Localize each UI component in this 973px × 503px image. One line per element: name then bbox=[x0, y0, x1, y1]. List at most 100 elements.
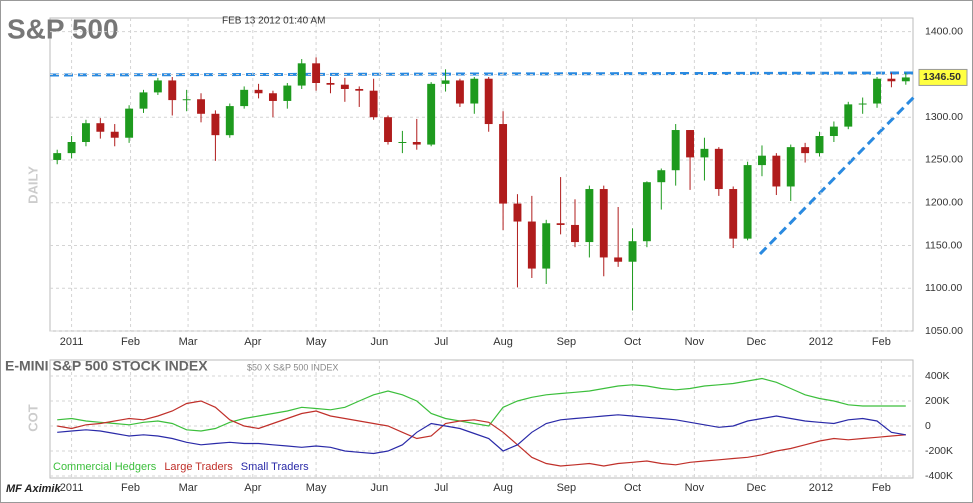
candle-body bbox=[427, 83, 436, 145]
candle-body bbox=[887, 78, 896, 82]
candle-body bbox=[312, 63, 321, 83]
y-tick-label: 1150.00 bbox=[925, 239, 962, 251]
candle-body bbox=[268, 93, 277, 101]
support-line bbox=[758, 95, 916, 256]
chart-subtitle: FEB 13 2012 01:40 AM bbox=[222, 16, 325, 27]
candle-body bbox=[815, 136, 824, 154]
y-axis-label: DAILY bbox=[25, 166, 40, 204]
x-tick-label: Sep bbox=[557, 336, 577, 348]
candle-body bbox=[844, 104, 853, 127]
candle-body bbox=[326, 82, 335, 85]
candle-body bbox=[225, 106, 234, 136]
y-tick-label: 1250.00 bbox=[925, 154, 963, 166]
series-line bbox=[57, 377, 906, 432]
legend-entry: Commercial Hedgers bbox=[53, 461, 157, 473]
legend-entry: Small Traders bbox=[241, 461, 309, 473]
candle-body bbox=[412, 142, 421, 145]
x-tick-label: Aug bbox=[493, 482, 513, 494]
x-tick-label: Oct bbox=[624, 482, 641, 494]
x-tick-label: Jun bbox=[371, 336, 389, 348]
watermark: MF Aximik bbox=[6, 483, 61, 495]
x-tick-label: Aug bbox=[493, 336, 513, 348]
x-tick-label: 2012 bbox=[809, 482, 833, 494]
candle-body bbox=[873, 78, 881, 104]
candle-body bbox=[153, 80, 162, 93]
candle-body bbox=[398, 142, 407, 144]
candle-body bbox=[585, 189, 594, 243]
candle-body bbox=[455, 80, 464, 104]
x-tick-label: Mar bbox=[179, 336, 198, 348]
candle-body bbox=[53, 153, 62, 160]
y-tick-label: 1200.00 bbox=[925, 197, 963, 209]
y-tick-label: -200K bbox=[925, 445, 953, 457]
candle-body bbox=[700, 148, 709, 158]
candle-body bbox=[499, 124, 508, 204]
candle-body bbox=[355, 88, 364, 91]
candle-body bbox=[801, 147, 810, 154]
candle-body bbox=[441, 80, 450, 84]
candle-body bbox=[125, 108, 134, 138]
y-tick-label: 0 bbox=[925, 420, 931, 432]
candle-body bbox=[168, 80, 177, 101]
candle-body bbox=[297, 63, 306, 86]
y-tick-label: 400K bbox=[925, 370, 950, 382]
panel-title: E-MINI S&P 500 STOCK INDEX bbox=[5, 358, 208, 374]
candle-body bbox=[139, 92, 148, 109]
x-tick-label: Apr bbox=[244, 482, 261, 494]
candle-body bbox=[254, 89, 263, 94]
x-tick-label: Dec bbox=[746, 482, 766, 494]
candle-body bbox=[369, 90, 378, 118]
series-line bbox=[57, 400, 906, 467]
legend-entry: Large Traders bbox=[164, 461, 233, 473]
last-price-badge bbox=[918, 68, 968, 86]
x-tick-label: 2012 bbox=[809, 336, 833, 348]
candle-body bbox=[599, 189, 608, 258]
x-tick-label: Feb bbox=[121, 336, 140, 348]
x-tick-label: May bbox=[306, 336, 327, 348]
candle-body bbox=[714, 148, 723, 190]
candle-body bbox=[211, 113, 220, 136]
x-tick-label: Nov bbox=[685, 336, 705, 348]
candle-body bbox=[786, 147, 795, 187]
price-panel-frame bbox=[49, 17, 914, 332]
candle-body bbox=[527, 221, 536, 269]
candle-body bbox=[542, 223, 551, 269]
candle-body bbox=[240, 89, 249, 107]
candle-body bbox=[556, 223, 565, 225]
x-tick-label: Mar bbox=[179, 482, 198, 494]
x-tick-label: Sep bbox=[557, 482, 577, 494]
chart-title: S&P 500 bbox=[7, 13, 119, 44]
candle-body bbox=[758, 155, 766, 166]
x-tick-label: Feb bbox=[872, 482, 891, 494]
candle-body bbox=[82, 123, 90, 143]
candle-body bbox=[657, 170, 666, 183]
panel-subtitle: $50 X S&P 500 INDEX bbox=[247, 362, 338, 372]
cot-panel-frame bbox=[49, 359, 914, 479]
x-tick-label: Jul bbox=[434, 336, 448, 348]
y-tick-label: 1050.00 bbox=[925, 325, 963, 337]
x-tick-label: 2011 bbox=[60, 336, 84, 348]
x-tick-label: 2011 bbox=[60, 482, 84, 494]
candle-body bbox=[96, 123, 105, 132]
y-tick-label: 1100.00 bbox=[925, 282, 962, 294]
x-tick-label: Jun bbox=[371, 482, 389, 494]
candle-body bbox=[628, 241, 637, 262]
x-tick-label: Apr bbox=[244, 336, 261, 348]
x-tick-label: Oct bbox=[624, 336, 641, 348]
candle-body bbox=[858, 103, 867, 105]
candle-body bbox=[513, 203, 522, 222]
candle-body bbox=[470, 78, 479, 104]
candle-body bbox=[283, 85, 292, 101]
candle-body bbox=[671, 130, 680, 171]
x-tick-label: Jul bbox=[434, 482, 448, 494]
y-tick-label: 1400.00 bbox=[925, 25, 963, 37]
y-tick-label: 1300.00 bbox=[925, 111, 963, 123]
candle-body bbox=[614, 257, 623, 262]
y-tick-label: -400K bbox=[925, 470, 953, 482]
candle-body bbox=[340, 84, 349, 89]
candle-body bbox=[901, 77, 910, 82]
x-tick-label: Feb bbox=[872, 336, 891, 348]
candle-body bbox=[571, 224, 579, 243]
